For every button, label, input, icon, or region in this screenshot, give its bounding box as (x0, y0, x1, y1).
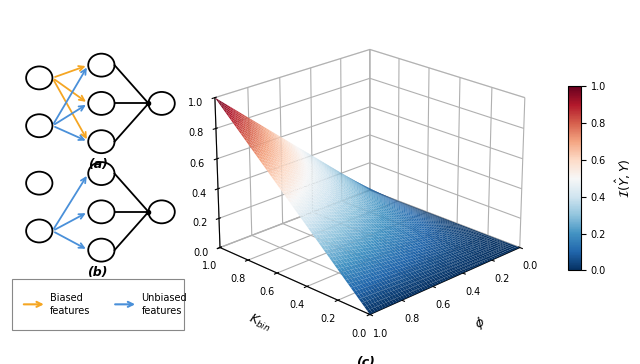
Text: Unbiased
features: Unbiased features (141, 293, 187, 316)
Text: (a): (a) (88, 158, 108, 171)
Text: Biased
features: Biased features (50, 293, 91, 316)
FancyBboxPatch shape (12, 279, 184, 330)
Y-axis label: $\mathcal{I}(\hat{Y}, Y)$: $\mathcal{I}(\hat{Y}, Y)$ (614, 159, 634, 198)
Text: (b): (b) (88, 266, 108, 279)
X-axis label: $\phi$: $\phi$ (472, 313, 488, 333)
Y-axis label: $K_{bin}$: $K_{bin}$ (246, 312, 273, 335)
Text: (c): (c) (356, 356, 375, 364)
